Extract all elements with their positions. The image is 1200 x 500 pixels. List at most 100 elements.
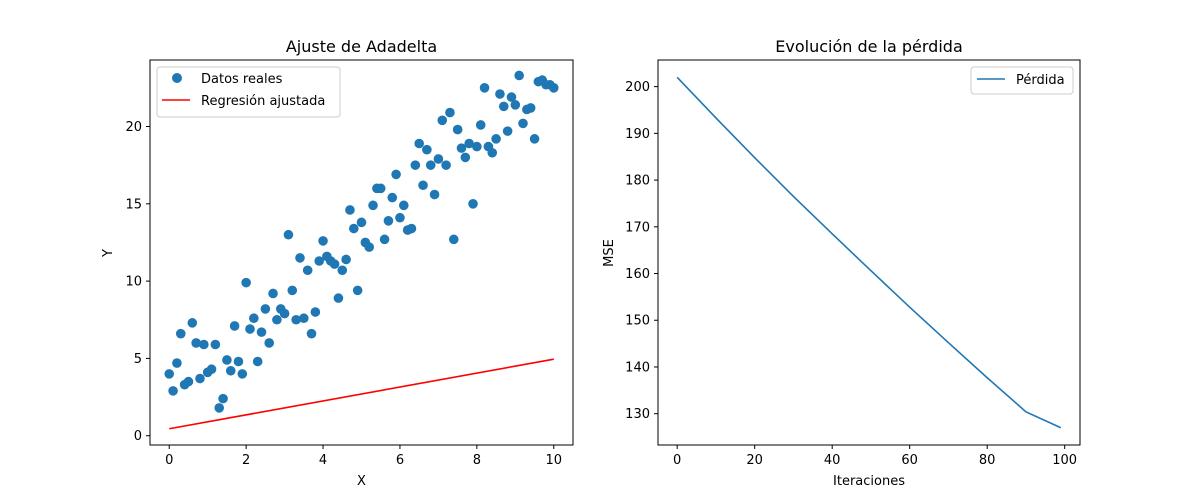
y-tick-label: 20 bbox=[125, 120, 142, 135]
data-point bbox=[260, 304, 271, 314]
data-point bbox=[229, 321, 240, 331]
data-point bbox=[429, 189, 440, 200]
data-point bbox=[383, 216, 394, 226]
data-point bbox=[345, 205, 355, 215]
y-tick-label: 190 bbox=[625, 127, 650, 142]
x-tick-label: 80 bbox=[979, 453, 996, 468]
data-point bbox=[199, 339, 209, 350]
data-point bbox=[529, 134, 540, 144]
x-tick-label: 20 bbox=[746, 453, 763, 468]
data-point bbox=[368, 200, 378, 211]
data-point bbox=[210, 339, 221, 350]
data-point bbox=[387, 192, 398, 203]
y-tick-label: 0 bbox=[134, 429, 142, 444]
y-tick-label: 200 bbox=[625, 80, 650, 95]
x-tick-label: 60 bbox=[901, 453, 918, 468]
data-point bbox=[441, 160, 451, 170]
data-point bbox=[464, 138, 474, 149]
data-point bbox=[341, 254, 351, 265]
x-axis-label: X bbox=[357, 474, 366, 489]
x-tick-label: 4 bbox=[319, 453, 327, 468]
data-point bbox=[225, 365, 236, 376]
axes-frame bbox=[657, 59, 1081, 446]
data-point bbox=[391, 169, 401, 180]
data-point bbox=[475, 120, 486, 130]
data-point bbox=[456, 143, 467, 153]
y-tick-label: 140 bbox=[625, 360, 650, 375]
data-point bbox=[502, 126, 513, 136]
data-point bbox=[375, 183, 386, 194]
data-point bbox=[206, 364, 217, 375]
y-tick-label: 5 bbox=[134, 352, 142, 367]
data-point bbox=[498, 101, 509, 112]
y-tick-label: 15 bbox=[125, 197, 142, 212]
data-point bbox=[356, 217, 367, 228]
legend-label-regresion-ajustada: Regresión ajustada bbox=[201, 94, 325, 109]
x-tick-label: 40 bbox=[824, 453, 841, 468]
data-point bbox=[187, 318, 198, 328]
data-point bbox=[518, 118, 528, 129]
data-point bbox=[406, 223, 417, 234]
y-tick-label: 150 bbox=[625, 314, 650, 329]
data-point bbox=[168, 386, 178, 396]
data-point bbox=[183, 376, 194, 387]
data-point bbox=[279, 308, 290, 319]
data-point bbox=[548, 83, 559, 93]
data-point bbox=[418, 180, 428, 191]
data-point bbox=[414, 138, 424, 149]
data-point bbox=[448, 234, 459, 245]
data-point bbox=[333, 293, 344, 303]
legend: Pérdida bbox=[970, 66, 1074, 95]
data-point bbox=[364, 242, 374, 252]
data-point bbox=[283, 229, 294, 240]
data-point bbox=[191, 338, 201, 348]
data-point bbox=[164, 369, 175, 379]
data-point bbox=[399, 200, 409, 211]
series-line bbox=[169, 358, 554, 430]
data-point bbox=[195, 373, 205, 384]
data-point bbox=[295, 253, 305, 263]
x-tick-label: 8 bbox=[473, 453, 481, 468]
y-axis-label: MSE bbox=[602, 239, 617, 267]
subplot-adadelta-fit: Ajuste de Adadelta X Y 0 2 4 6 8 10 0 5 10 15 20 D… bbox=[101, 37, 574, 489]
data-point bbox=[318, 236, 328, 246]
data-point bbox=[460, 152, 471, 163]
data-point bbox=[252, 356, 263, 367]
data-point bbox=[175, 328, 186, 339]
data-point bbox=[452, 124, 463, 135]
chart-title: Ajuste de Adadelta bbox=[286, 37, 437, 56]
data-point bbox=[237, 369, 248, 379]
data-point bbox=[256, 327, 267, 337]
data-point bbox=[249, 313, 259, 324]
chart-title: Evolución de la pérdida bbox=[775, 37, 963, 56]
data-point bbox=[299, 313, 309, 324]
data-point bbox=[487, 147, 498, 158]
data-point bbox=[233, 356, 244, 367]
data-point bbox=[287, 285, 298, 296]
y-tick-label: 130 bbox=[625, 407, 650, 422]
x-tick-label: 6 bbox=[396, 453, 404, 468]
data-point bbox=[352, 285, 363, 296]
y-tick-label: 10 bbox=[125, 275, 142, 290]
data-point bbox=[422, 144, 432, 155]
data-point bbox=[468, 198, 478, 209]
data-point bbox=[241, 277, 251, 288]
data-point bbox=[302, 265, 313, 276]
data-point bbox=[218, 393, 228, 404]
data-point bbox=[433, 154, 444, 164]
data-point bbox=[379, 234, 390, 245]
data-point bbox=[272, 314, 282, 325]
data-point bbox=[425, 160, 436, 170]
data-point bbox=[514, 70, 524, 81]
data-point bbox=[214, 403, 225, 413]
y-tick-label: 170 bbox=[625, 220, 650, 235]
data-point bbox=[306, 328, 317, 339]
x-tick-label: 100 bbox=[1052, 453, 1077, 468]
data-point bbox=[479, 83, 490, 93]
legend: Datos reales Regresión ajustada bbox=[156, 66, 341, 118]
y-tick-label: 180 bbox=[625, 174, 650, 189]
data-point bbox=[491, 134, 501, 144]
data-point bbox=[172, 358, 182, 368]
data-point bbox=[349, 223, 359, 234]
